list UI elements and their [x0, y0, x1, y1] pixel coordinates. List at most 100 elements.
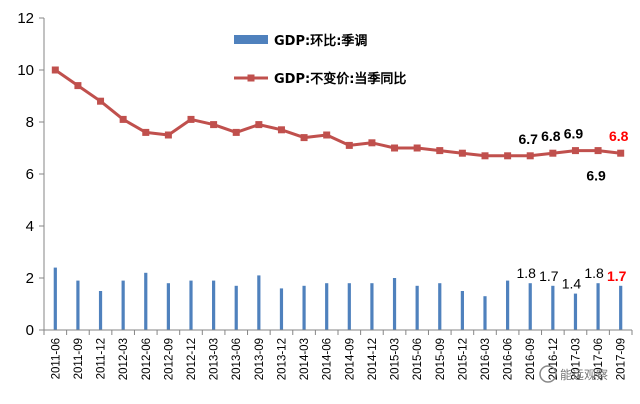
bar [347, 283, 351, 330]
line-point [368, 139, 376, 147]
bar-data-label: 1.4 [562, 276, 582, 292]
y-tick-label: 4 [26, 218, 34, 235]
bar [257, 275, 261, 330]
x-tick-label: 2013-12 [276, 338, 288, 380]
y-tick-label: 6 [26, 166, 34, 183]
line-point [74, 82, 82, 90]
line-point [391, 144, 399, 152]
line-data-label: 6.8 [609, 128, 629, 144]
y-axis: 0 2 4 6 8 10 12 [17, 10, 45, 339]
bar [234, 285, 238, 330]
line-point [232, 128, 240, 136]
bar-data-label: 1.7 [607, 268, 627, 284]
x-tick-label: 2011-12 [96, 338, 108, 379]
line-point [300, 134, 308, 142]
x-tick-label: 2013-03 [209, 338, 221, 380]
line-point [255, 121, 263, 129]
x-tick-label: 2015-12 [457, 338, 469, 380]
line-point [51, 66, 59, 74]
bar-series [53, 267, 623, 330]
line-point [323, 131, 331, 139]
watermark: 能远观察 [539, 365, 608, 383]
x-tick-label: 2012-12 [186, 338, 198, 380]
x-tick-label: 2011-06 [50, 338, 62, 379]
x-tick-label: 2013-09 [254, 338, 266, 380]
bar [460, 291, 464, 330]
bar [166, 283, 170, 330]
bar [279, 288, 284, 330]
x-tick-label: 2014-03 [299, 338, 311, 380]
x-tick-label: 2014-12 [367, 338, 379, 380]
legend-line-label: GDP:不变价:当季同比 [274, 71, 406, 87]
bar [302, 285, 306, 330]
bar [506, 280, 510, 330]
y-tick-label: 10 [17, 62, 34, 79]
line-data-label: 6.9 [586, 168, 606, 184]
bar [76, 280, 80, 330]
x-tick-label: 2015-09 [435, 338, 447, 380]
legend: GDP:环比:季调 GDP:不变价:当季同比 [234, 33, 406, 87]
watermark-logo-icon [539, 365, 557, 383]
x-tick-label: 2014-06 [322, 338, 334, 380]
x-tick-label: 2013-06 [231, 338, 243, 380]
x-tick-label: 2014-09 [344, 338, 356, 380]
line-point [458, 149, 466, 157]
x-tick-label: 2017-06 [593, 338, 605, 380]
line-point [97, 97, 105, 105]
bar [98, 291, 103, 330]
line-point [277, 126, 285, 134]
x-tick-label: 2012-03 [118, 338, 130, 380]
line-point [526, 152, 534, 160]
x-tick-label: 2015-06 [412, 338, 424, 380]
line-point [210, 121, 218, 129]
bar [483, 296, 487, 330]
y-tick-label: 8 [26, 114, 34, 131]
line-point [187, 115, 195, 123]
line-point [164, 131, 172, 139]
bar [370, 283, 374, 330]
x-tick-label: 2016-12 [548, 338, 560, 380]
bar-data-label: 1.7 [539, 268, 559, 284]
line-point [436, 147, 444, 155]
bar [619, 285, 623, 330]
bar [528, 283, 532, 330]
line-data-label: 6.8 [541, 128, 561, 144]
bar [144, 272, 148, 330]
y-tick-label: 2 [26, 270, 34, 287]
legend-bar-label: GDP:环比:季调 [274, 33, 367, 49]
bar [189, 280, 193, 330]
y-tick-label: 0 [26, 322, 34, 339]
x-tick-label: 2016-03 [480, 338, 492, 380]
line-data-label: 6.9 [564, 126, 584, 142]
line-point [617, 149, 625, 157]
line-point [571, 147, 579, 155]
x-tick-label: 2012-06 [141, 338, 153, 380]
line-point [413, 144, 421, 152]
line-point [142, 128, 150, 136]
line-series [51, 66, 625, 160]
data-labels: 6.7 6.8 6.96.96.81.8 1.7 1.41.8 1.7 [516, 126, 628, 292]
bar [438, 283, 442, 330]
bar-data-label: 1.8 [516, 265, 536, 281]
legend-line-marker [247, 74, 255, 82]
bar [53, 267, 57, 330]
bar-data-label: 1.8 [584, 265, 604, 281]
line-path [54, 68, 621, 158]
x-axis: 2011-06 2011-09 2011-12 2012-03 2012-06 2012-… [43, 329, 633, 380]
bar [551, 285, 555, 330]
watermark-text: 能远观察 [560, 368, 608, 382]
bar [212, 280, 216, 330]
x-tick-label: 2015-03 [390, 338, 402, 380]
bar [325, 283, 329, 330]
x-tick-label: 2012-09 [163, 338, 175, 380]
line-point [119, 115, 127, 123]
bar [121, 280, 125, 330]
bar [415, 285, 419, 330]
line-point [481, 152, 489, 160]
bar [392, 278, 397, 330]
bar [596, 283, 600, 330]
bar [573, 293, 578, 330]
y-tick-label: 12 [17, 10, 34, 27]
x-tick-label: 2017-03 [570, 338, 582, 380]
